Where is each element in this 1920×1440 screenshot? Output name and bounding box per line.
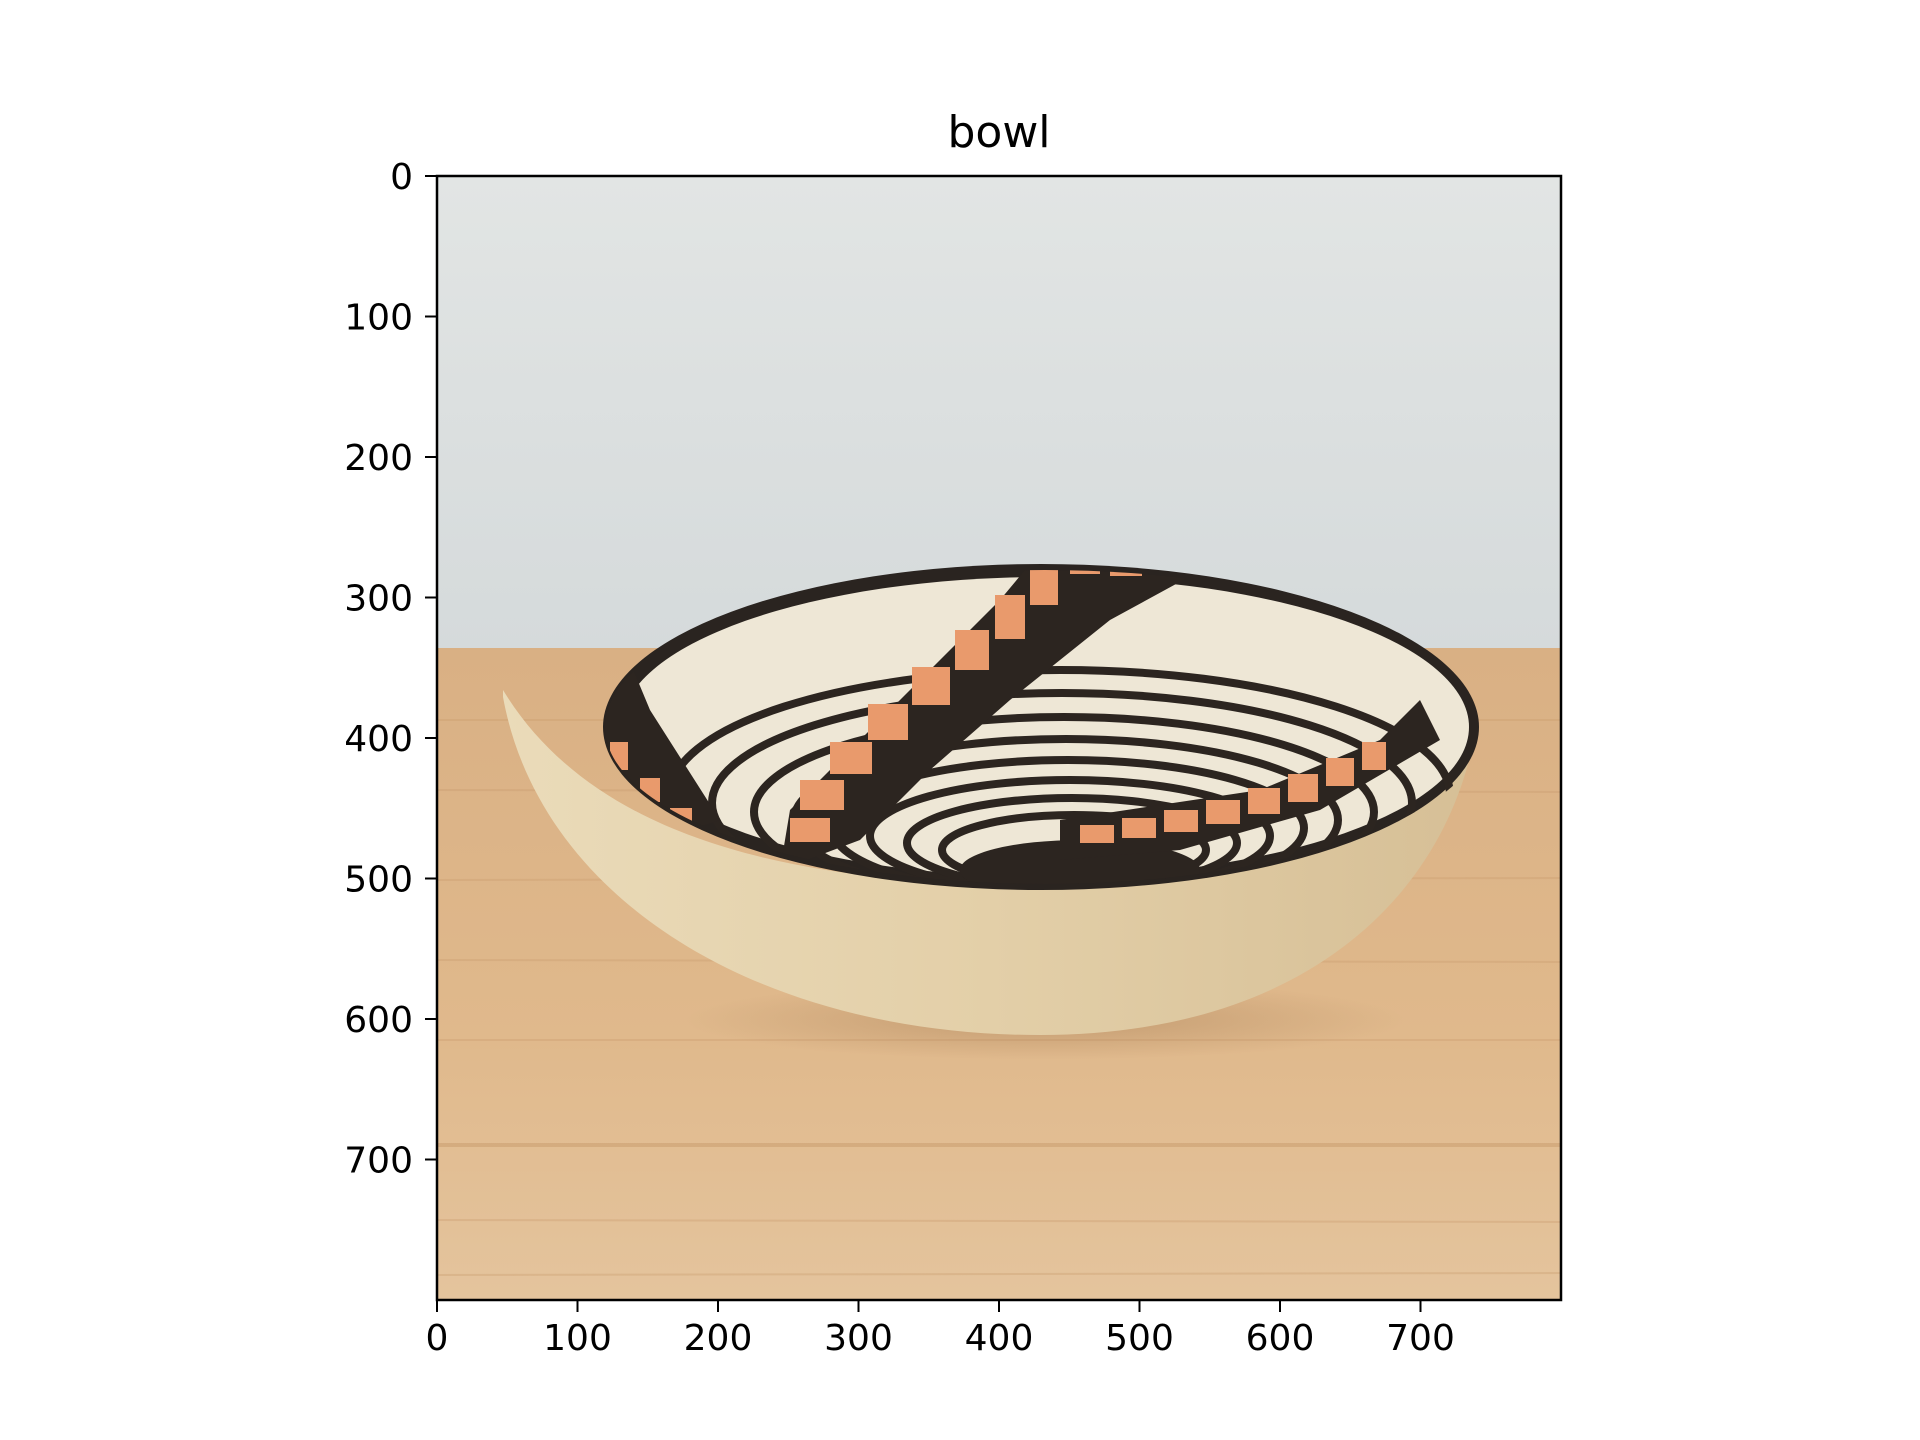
x-axis-ticks: 0 100 200 300 400 500 600 700 <box>426 1300 1455 1359</box>
chart-title: bowl <box>947 107 1050 158</box>
y-tick-label: 500 <box>344 860 413 901</box>
y-tick-label: 100 <box>344 298 413 339</box>
x-tick-label: 0 <box>426 1318 449 1359</box>
x-tick-label: 600 <box>1246 1318 1315 1359</box>
y-tick-label: 700 <box>344 1141 413 1182</box>
y-axis-ticks: 0 100 200 300 400 500 600 700 <box>344 157 437 1182</box>
bowl-photo <box>437 176 1561 1300</box>
x-tick-label: 100 <box>543 1318 612 1359</box>
x-tick-label: 300 <box>824 1318 893 1359</box>
y-tick-label: 200 <box>344 438 413 479</box>
y-tick-label: 600 <box>344 1000 413 1041</box>
y-tick-label: 400 <box>344 719 413 760</box>
x-tick-label: 700 <box>1386 1318 1455 1359</box>
y-tick-label: 0 <box>390 157 413 198</box>
x-tick-label: 400 <box>965 1318 1034 1359</box>
bowl-outer-body <box>503 690 1477 1035</box>
y-tick-label: 300 <box>344 579 413 620</box>
wood-grain <box>437 719 1561 1276</box>
x-tick-label: 200 <box>684 1318 753 1359</box>
x-tick-label: 500 <box>1105 1318 1174 1359</box>
